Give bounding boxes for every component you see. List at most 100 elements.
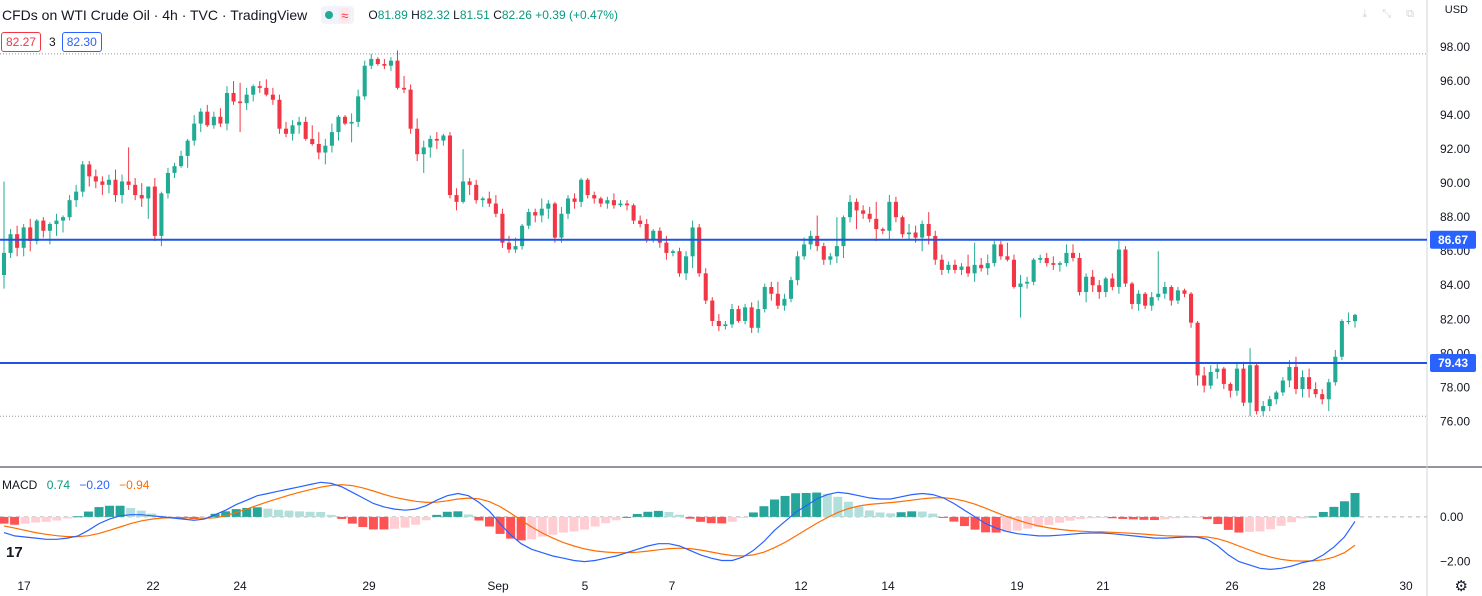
candle-body	[592, 195, 597, 199]
currency-selector[interactable]: USD	[1444, 4, 1468, 16]
candle-body	[985, 263, 990, 269]
macd-histogram-bar	[31, 516, 41, 523]
macd-histogram-bar	[1012, 516, 1022, 531]
market-status-badge[interactable]: ≈	[321, 6, 355, 24]
macd-histogram-bar	[981, 516, 991, 533]
macd-histogram-bar	[136, 510, 146, 517]
candle-body	[218, 116, 223, 124]
symbol-title[interactable]: CFDs on WTI Crude Oil · 4h · TVC · Tradi…	[2, 7, 308, 23]
macd-histogram-bar	[326, 514, 336, 517]
candle-body	[1228, 383, 1233, 391]
candle-body	[762, 286, 767, 310]
macd-histogram-bar	[1107, 516, 1117, 519]
candle-body	[349, 121, 354, 124]
candle-body	[1248, 365, 1253, 403]
candle-body	[415, 128, 420, 155]
candle-body	[847, 201, 853, 218]
candle-body	[1254, 365, 1259, 412]
macd-tick-label: −2.00	[1440, 555, 1471, 569]
macd-histogram-bar	[738, 516, 748, 519]
macd-histogram-bar	[801, 493, 811, 517]
macd-histogram-bar	[537, 516, 547, 537]
candle-body	[867, 213, 872, 219]
candle-body	[651, 230, 656, 240]
candle-body	[1189, 293, 1194, 323]
candle-body	[1038, 258, 1043, 260]
macd-line-value: −0.20	[79, 478, 110, 492]
candle-body	[1070, 252, 1076, 259]
candle-body	[946, 264, 951, 270]
macd-histogram-bar	[20, 516, 30, 524]
macd-histogram-bar	[580, 516, 589, 530]
candle-body	[1011, 259, 1017, 287]
macd-histogram-bar	[347, 516, 357, 524]
candle-body	[710, 300, 715, 321]
candle-body	[113, 179, 118, 196]
candle-body	[1333, 356, 1338, 383]
candle-body	[1097, 285, 1102, 293]
candle-body	[297, 121, 302, 126]
buy-price-button[interactable]: 82.30	[61, 32, 102, 52]
macd-signal-line	[3, 484, 1356, 562]
macd-histogram-bar	[590, 516, 600, 527]
sell-price-button[interactable]: 82.27	[1, 32, 42, 52]
time-tick-label: 21	[1096, 579, 1110, 593]
candle-body	[159, 193, 164, 236]
candle-body	[703, 273, 708, 301]
candle-body	[1103, 278, 1108, 293]
candle-body	[244, 94, 249, 104]
candle-body	[428, 138, 433, 148]
candle-body	[487, 198, 492, 204]
macd-histogram-bar	[938, 516, 948, 518]
macd-hist-value: 0.74	[46, 478, 71, 492]
price-tick-label: 96.00	[1440, 74, 1470, 88]
macd-label[interactable]: MACD	[2, 478, 38, 492]
candle-body	[900, 217, 905, 235]
price-tick-label: 88.00	[1440, 210, 1470, 224]
candle-body	[690, 227, 695, 257]
macd-histogram-bar	[10, 516, 20, 525]
candle-body	[67, 200, 72, 218]
macd-histogram-bar	[601, 516, 611, 524]
time-tick-label: 14	[881, 579, 895, 593]
candle-body	[395, 60, 400, 88]
candle-body	[821, 246, 826, 260]
candle-body	[520, 225, 525, 247]
spread-value: 3	[49, 35, 56, 49]
candle-body	[257, 86, 262, 88]
candle-body	[8, 234, 13, 253]
candle-body	[224, 92, 230, 124]
macd-histogram-bar	[1329, 506, 1339, 517]
time-tick-label: 12	[794, 579, 808, 593]
macd-histogram-bar	[970, 516, 980, 530]
candle-body	[15, 234, 20, 248]
candle-body	[172, 166, 177, 173]
macd-histogram-bar	[1255, 516, 1265, 532]
candle-body	[1077, 258, 1082, 293]
toolbar-icons[interactable]: ⤓ ⤡ ⧉	[1362, 8, 1420, 20]
macd-histogram-bar	[337, 516, 347, 519]
tradingview-logo-icon[interactable]: 17	[6, 544, 23, 561]
time-tick-label: 5	[582, 579, 589, 593]
candle-body	[933, 235, 938, 260]
macd-histogram-bar	[812, 492, 822, 517]
candle-body	[1313, 389, 1318, 395]
candle-body	[579, 179, 584, 202]
candle-body	[1307, 377, 1312, 390]
macd-histogram-bar	[791, 493, 801, 517]
candle-body	[834, 246, 839, 257]
time-tick-label: 28	[1312, 579, 1326, 593]
macd-histogram-bar	[780, 495, 790, 517]
settings-gear-icon[interactable]: ⚙	[1454, 578, 1468, 595]
candle-body	[716, 320, 721, 327]
time-tick-label: Sep	[487, 579, 509, 593]
candle-body	[369, 58, 374, 66]
macd-histogram-bar	[706, 516, 716, 524]
candle-body	[1175, 290, 1180, 301]
macd-histogram-bar	[1202, 516, 1212, 520]
macd-histogram-bar	[421, 516, 431, 521]
macd-histogram-bar	[917, 511, 927, 517]
candle-body	[192, 123, 197, 141]
candle-body	[1261, 406, 1266, 412]
